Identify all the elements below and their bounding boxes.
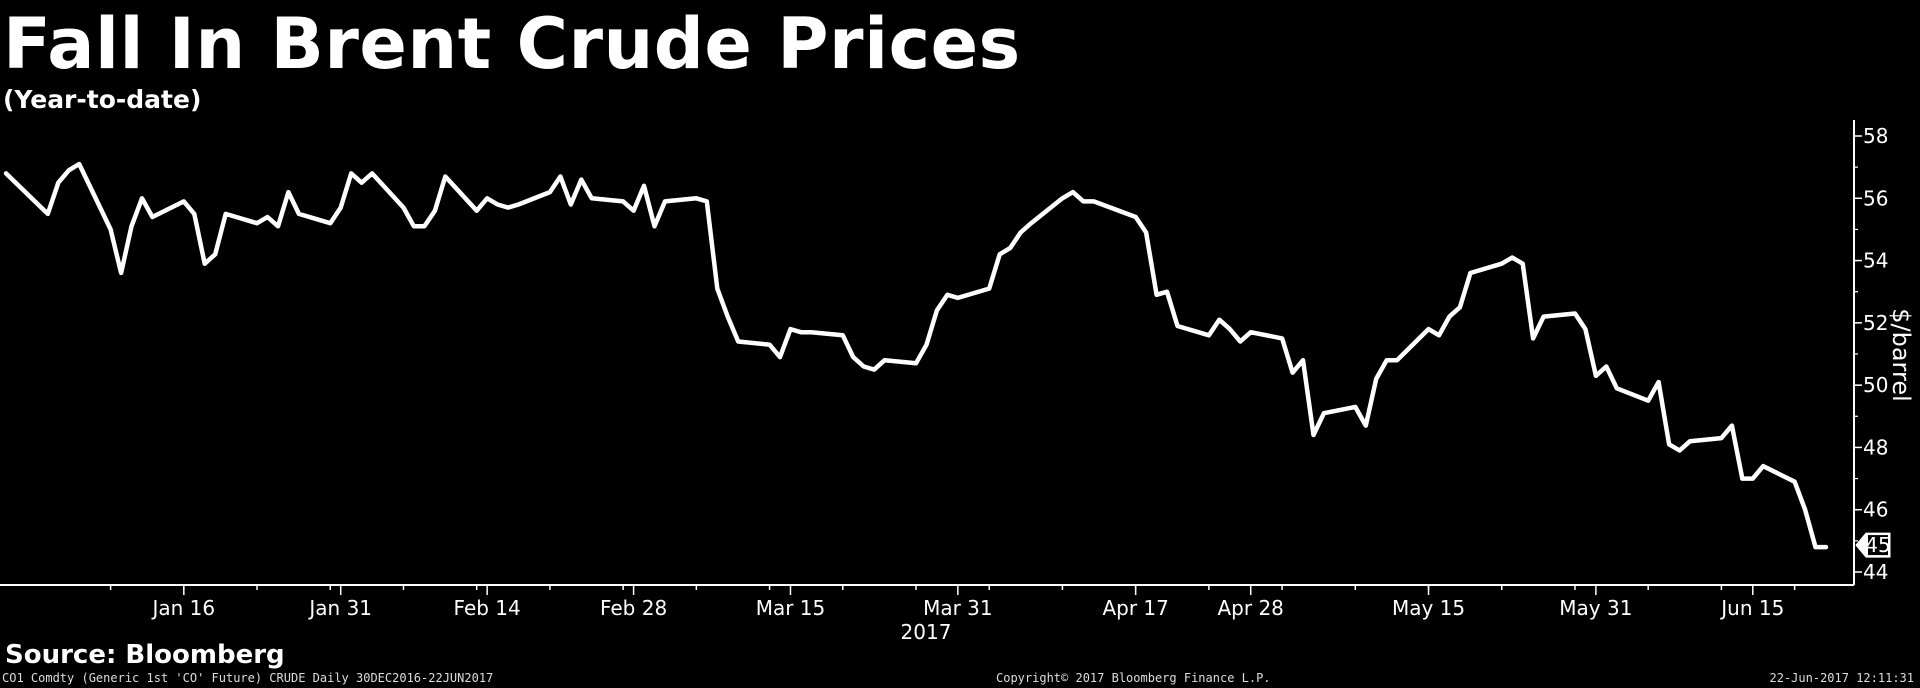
y-tick-label: 54 <box>1863 249 1888 273</box>
footer-ticker-info: CO1 Comdty (Generic 1st 'CO' Future) CRU… <box>2 671 494 685</box>
last-value-label: 45 <box>1865 533 1890 557</box>
y-tick-label: 50 <box>1863 373 1888 397</box>
source-label: Source: Bloomberg <box>5 640 285 670</box>
x-tick-label: Apr 28 <box>1218 596 1284 620</box>
x-tick-label: Mar 31 <box>923 596 993 620</box>
x-year-label: 2017 <box>901 620 952 644</box>
y-tick-label: 58 <box>1863 124 1888 148</box>
footer-timestamp: 22-Jun-2017 12:11:31 <box>1769 671 1915 685</box>
y-tick-label: 46 <box>1863 498 1888 522</box>
x-axis: Jan 16 Jan 31 Feb 14 Feb 28 Mar 15 Mar 31 Apr … <box>0 584 1854 644</box>
x-tick-label: Apr 17 <box>1102 596 1168 620</box>
chart-subtitle: (Year-to-date) <box>3 85 202 114</box>
x-tick-label: Feb 28 <box>600 596 667 620</box>
last-value-box <box>1868 535 1888 556</box>
y-tick-label: 48 <box>1863 435 1888 459</box>
x-tick-label: Feb 14 <box>454 596 521 620</box>
y-tick-label: 52 <box>1863 311 1888 335</box>
x-tick-label: May 15 <box>1392 596 1465 620</box>
y-axis: 44 46 48 50 52 54 56 58 45 $/barrel <box>1853 120 1915 585</box>
footer-copyright: Copyright© 2017 Bloomberg Finance L.P. <box>996 671 1271 685</box>
y-tick-label: 44 <box>1863 560 1888 584</box>
chart-title: Fall In Brent Crude Prices <box>3 3 1021 85</box>
x-tick-label: Jun 15 <box>1719 596 1784 620</box>
x-tick-label: Jan 16 <box>150 596 215 620</box>
x-tick-label: May 31 <box>1559 596 1632 620</box>
y-tick-label: 56 <box>1863 186 1888 210</box>
x-tick-label: Jan 31 <box>307 596 372 620</box>
series-line-brent <box>3 161 1829 550</box>
x-tick-label: Mar 15 <box>756 596 826 620</box>
plot-area <box>3 161 1829 550</box>
y-axis-title: $/barrel <box>1887 308 1915 402</box>
